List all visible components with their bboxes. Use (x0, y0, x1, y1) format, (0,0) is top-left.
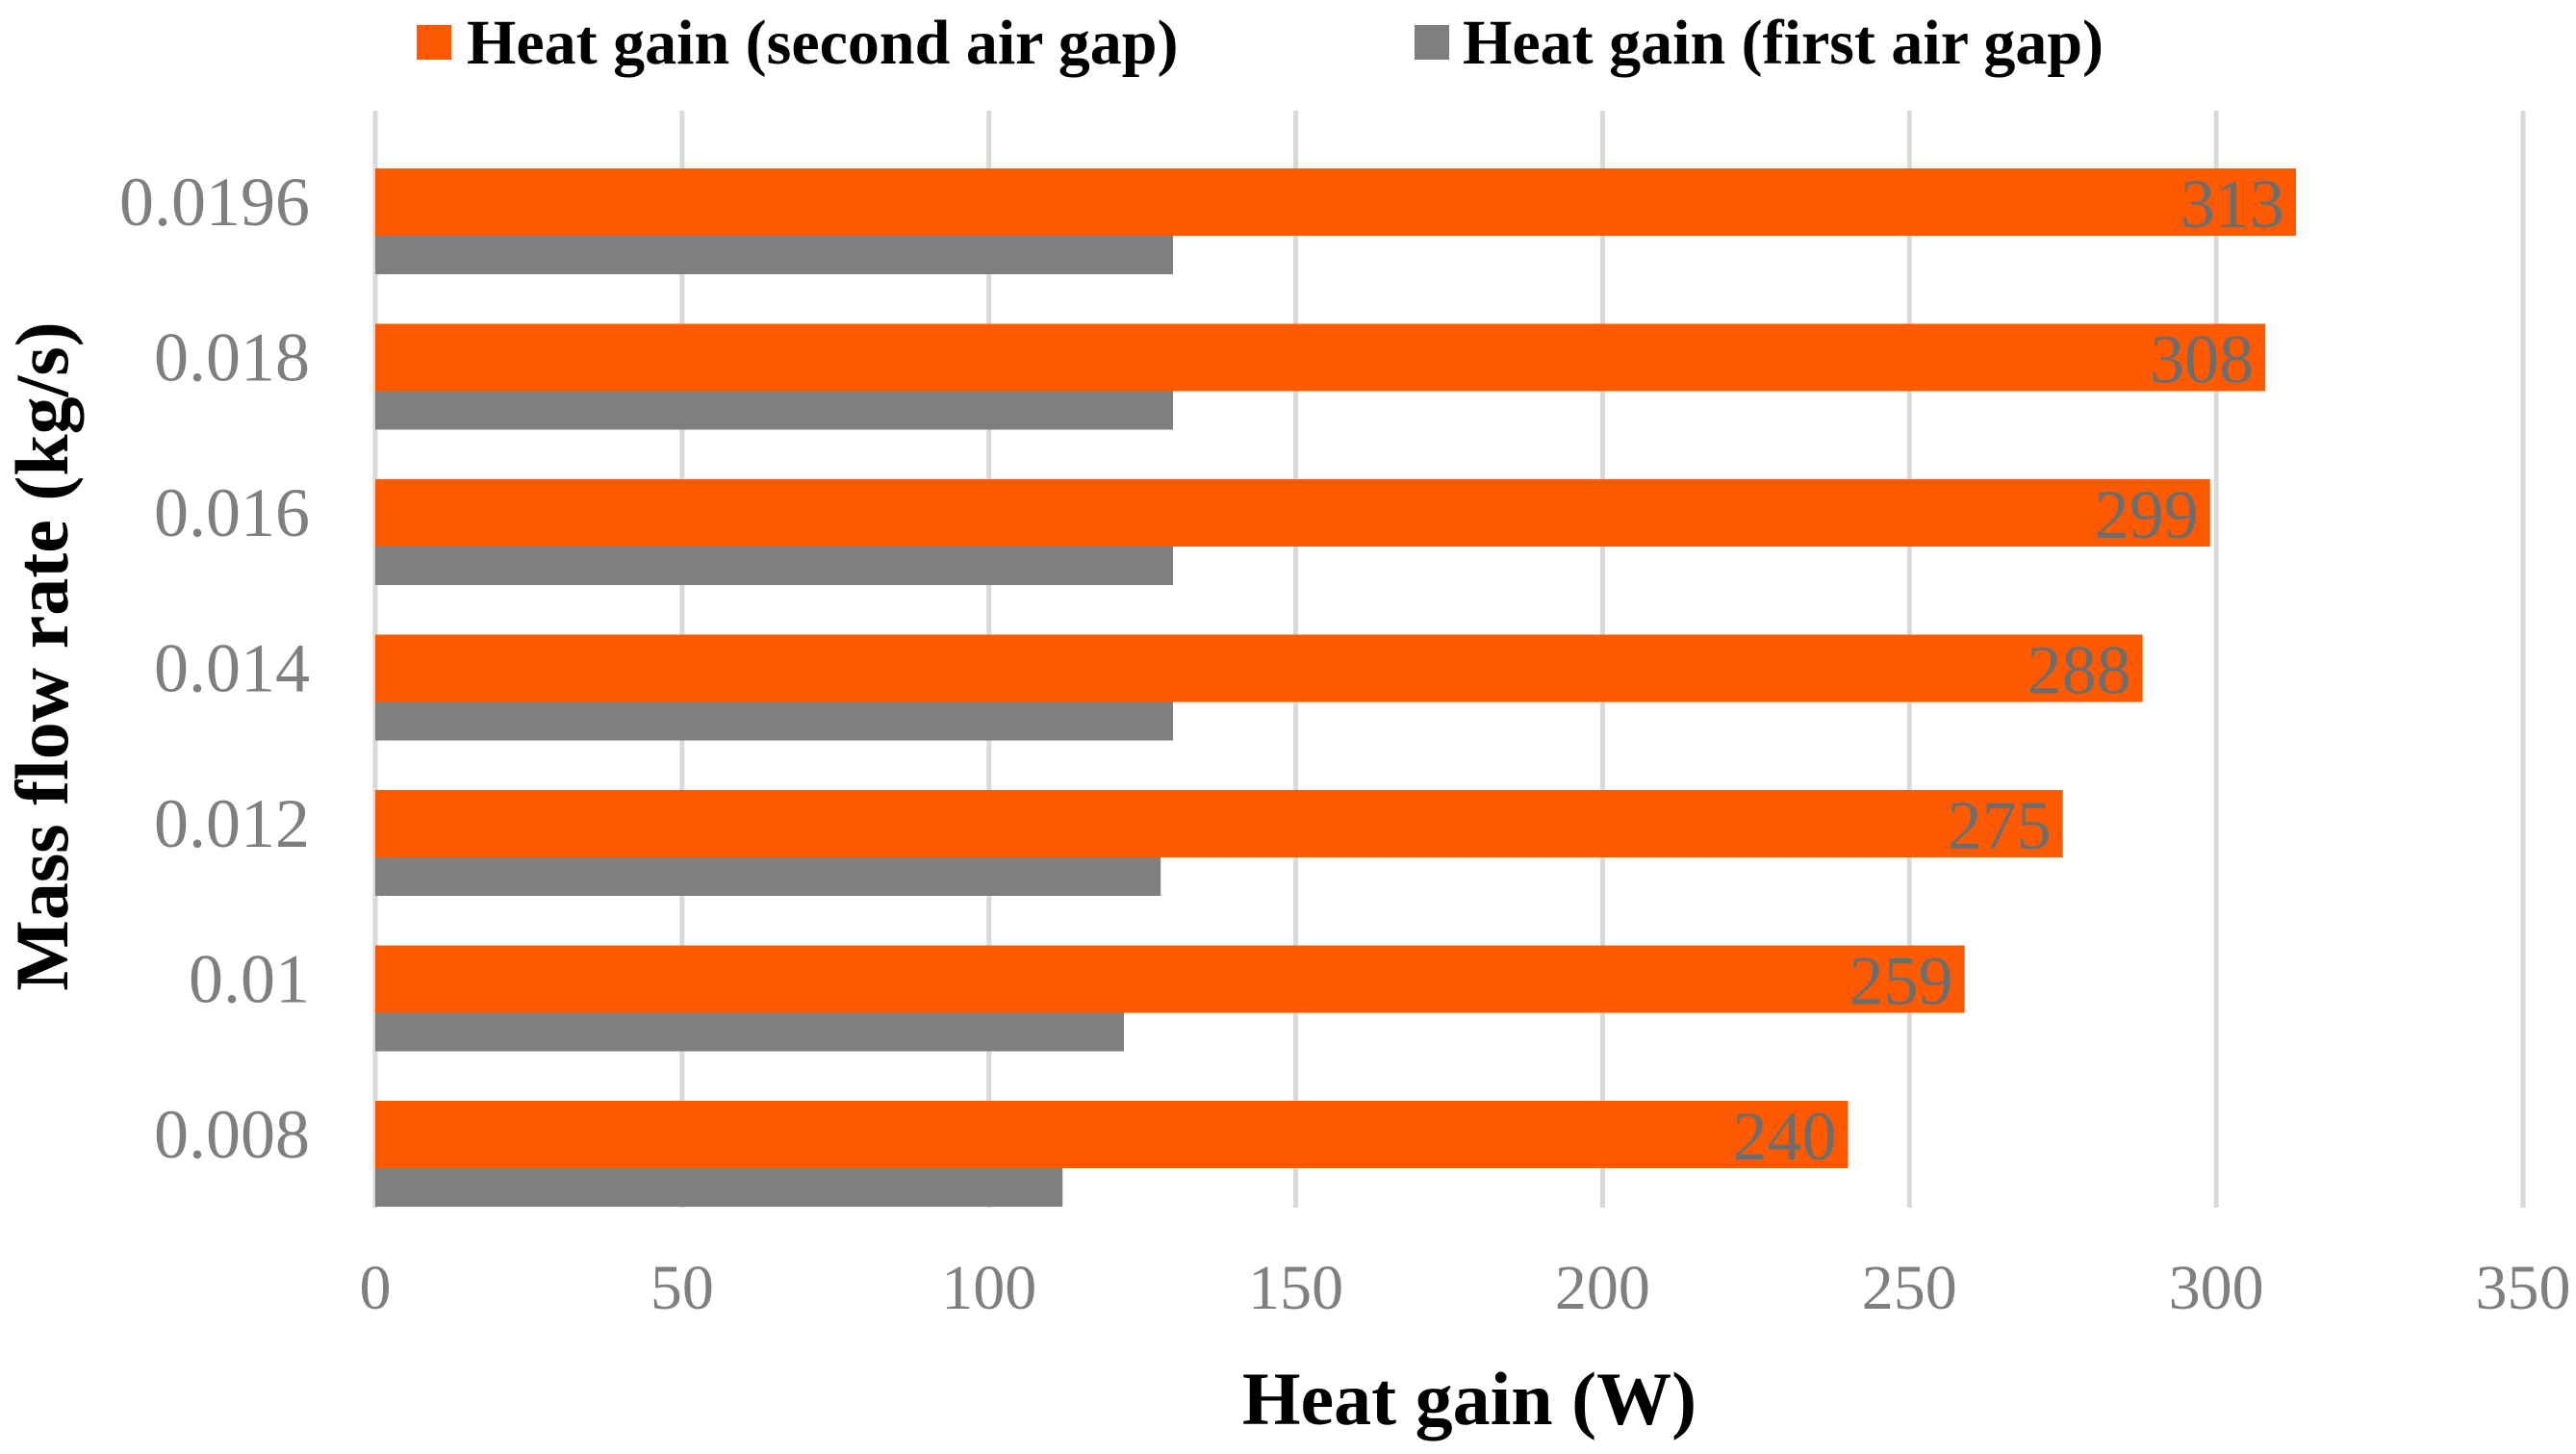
x-axis-ticks: 0 50 100 150 200 250 300 350 (360, 1253, 2571, 1323)
bar-second-air-gap-0.01 (375, 945, 1965, 1013)
x-tick-label-300: 300 (2169, 1253, 2264, 1323)
bar-second-air-gap-0.0196 (375, 168, 2297, 236)
bar-second-air-gap-0.008 (375, 1101, 1849, 1168)
data-label-second-air-gap-0.014: 288 (2028, 632, 2131, 709)
bar-first-air-gap-0.014 (375, 701, 1174, 741)
data-label-second-air-gap-0.018: 308 (2150, 321, 2254, 398)
data-label-second-air-gap-0.008: 240 (1733, 1098, 1837, 1175)
x-tick-label-100: 100 (941, 1253, 1036, 1323)
x-axis-title: Heat gain (W) (1242, 1357, 1696, 1441)
legend-swatch-second-air-gap (417, 25, 451, 60)
bar-second-air-gap-0.012 (375, 790, 2063, 857)
y-axis-title: Mass flow rate (kg/s) (0, 321, 84, 990)
x-tick-label-250: 250 (1862, 1253, 1957, 1323)
x-tick-label-0: 0 (360, 1253, 392, 1323)
bar-second-air-gap-0.016 (375, 479, 2210, 547)
bar-first-air-gap-0.01 (375, 1012, 1125, 1052)
bar-first-air-gap-0.018 (375, 391, 1174, 430)
bar-first-air-gap-0.016 (375, 547, 1174, 585)
x-tick-label-150: 150 (1248, 1253, 1343, 1323)
legend-label-second-air-gap: Heat gain (second air gap) (467, 8, 1178, 78)
bar-first-air-gap-0.0196 (375, 236, 1174, 274)
bar-second-air-gap-0.014 (375, 634, 2143, 702)
data-label-second-air-gap-0.01: 259 (1849, 943, 1953, 1020)
y-tick-label-0.018: 0.018 (154, 319, 310, 396)
y-tick-label-0.014: 0.014 (154, 630, 310, 707)
data-labels: 240 259 275 288 299 308 313 (1733, 166, 2285, 1175)
y-tick-label-0.016: 0.016 (154, 474, 310, 551)
legend: Heat gain (second air gap) Heat gain (fi… (417, 8, 2104, 78)
y-axis-ticks: 0.008 0.01 0.012 0.014 0.016 0.018 0.0196 (119, 164, 310, 1173)
y-tick-label-0.01: 0.01 (189, 941, 310, 1018)
bar-second-air-gap-0.018 (375, 323, 2266, 392)
data-label-second-air-gap-0.0196: 313 (2181, 166, 2284, 242)
bar-first-air-gap-0.012 (375, 857, 1161, 896)
data-label-second-air-gap-0.012: 275 (1948, 787, 2052, 864)
legend-label-first-air-gap: Heat gain (first air gap) (1463, 8, 2104, 78)
data-label-second-air-gap-0.016: 299 (2095, 476, 2199, 553)
y-tick-label-0.0196: 0.0196 (119, 164, 310, 241)
y-tick-label-0.012: 0.012 (154, 785, 310, 862)
x-tick-label-200: 200 (1555, 1253, 1650, 1323)
x-tick-label-50: 50 (650, 1253, 714, 1323)
bar-first-air-gap-0.008 (375, 1168, 1063, 1207)
legend-swatch-first-air-gap (1415, 25, 1449, 60)
x-tick-label-350: 350 (2476, 1253, 2571, 1323)
bars (375, 168, 2297, 1207)
y-tick-label-0.008: 0.008 (154, 1096, 310, 1173)
